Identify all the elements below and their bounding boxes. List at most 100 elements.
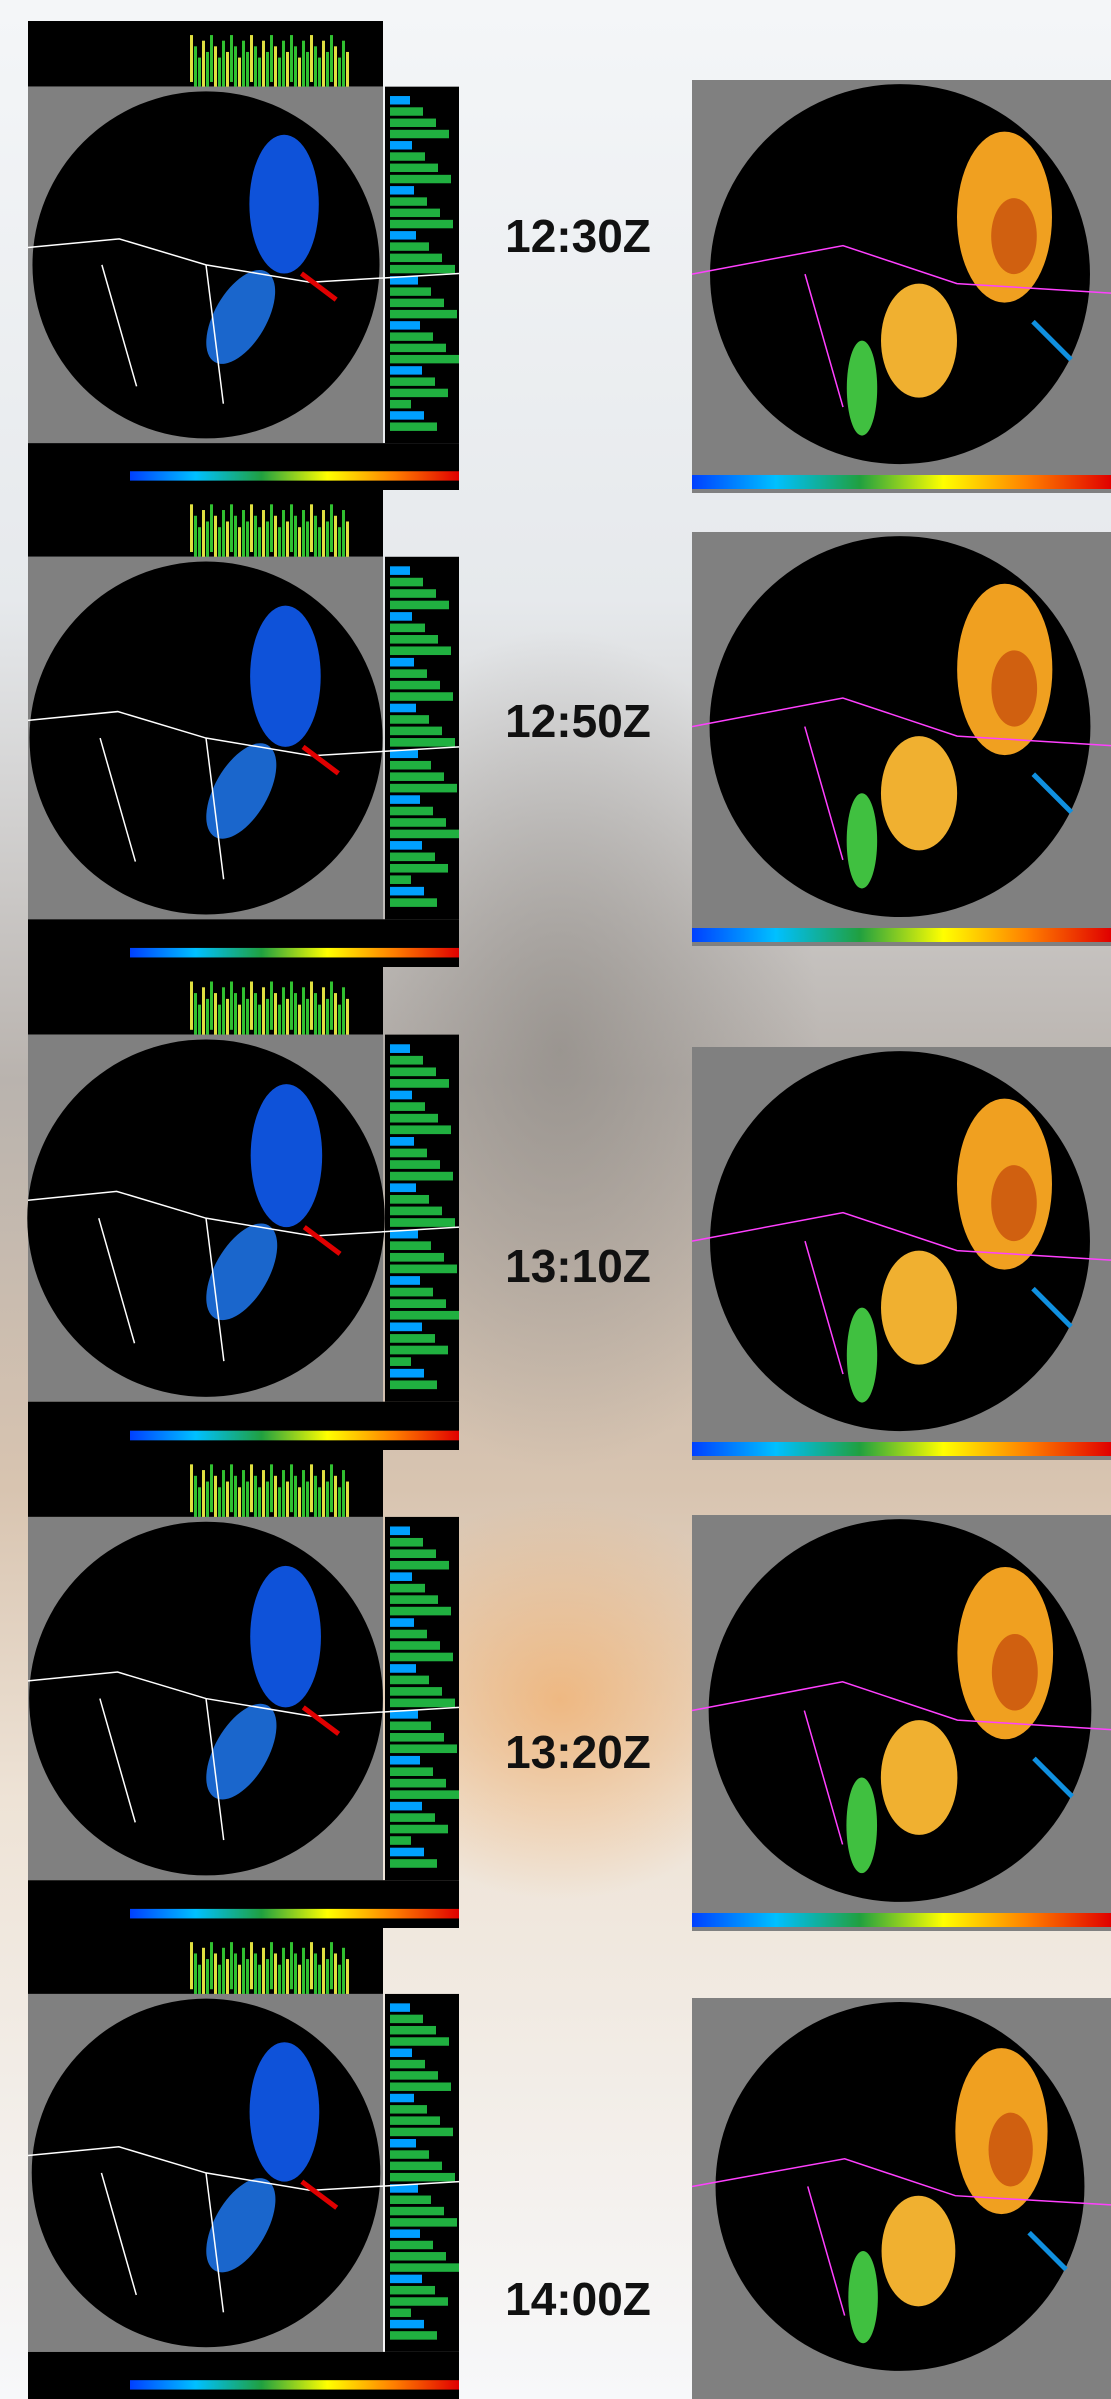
echo: [250, 2042, 320, 2181]
side-bar: [390, 1079, 449, 1088]
echo: [991, 650, 1037, 726]
side-bar: [390, 1346, 448, 1355]
profile-bar: [250, 1464, 253, 1512]
profile-bar: [330, 504, 333, 552]
profile-bar: [230, 1464, 233, 1512]
profile-bar: [314, 993, 317, 1041]
side-bar: [390, 1676, 429, 1685]
side-bar: [390, 853, 435, 862]
profile-bar: [210, 981, 213, 1029]
side-bar: [390, 96, 410, 104]
profile-bar: [214, 993, 217, 1041]
profile-bar: [210, 35, 213, 82]
side-bar: [390, 1538, 423, 1547]
side-bar: [390, 411, 424, 419]
side-bar: [390, 1526, 410, 1535]
profile-bar: [190, 981, 193, 1029]
echo: [881, 736, 957, 850]
profile-bar: [210, 504, 213, 552]
profile-bar: [310, 35, 313, 82]
echo: [991, 1165, 1037, 1241]
side-bar: [390, 321, 420, 329]
side-bar: [390, 1584, 425, 1593]
side-bar: [390, 669, 427, 678]
profile-bar: [250, 504, 253, 552]
echo: [251, 1084, 322, 1227]
side-bar: [390, 1836, 411, 1845]
side-bar: [390, 1664, 416, 1673]
side-bar: [390, 635, 438, 644]
side-bar: [390, 1641, 440, 1650]
side-bar: [390, 1288, 433, 1297]
profile-bar: [222, 987, 225, 1035]
side-bar: [390, 164, 438, 172]
side-bar: [390, 141, 412, 149]
side-bar: [390, 1595, 438, 1604]
side-bar: [390, 1825, 448, 1834]
side-bar: [390, 1699, 455, 1708]
profile-bar: [222, 41, 225, 88]
profile-bar: [322, 1470, 325, 1518]
color-scale: [692, 475, 1111, 489]
side-bar: [390, 1125, 451, 1134]
side-bar: [390, 332, 433, 340]
profile-bar: [234, 993, 237, 1041]
profile-bar: [194, 993, 197, 1041]
profile-bar: [222, 1470, 225, 1518]
profile-bar: [190, 504, 193, 552]
echo: [847, 793, 877, 888]
time-label: 14:00Z: [505, 2273, 651, 2325]
side-bar: [390, 1334, 435, 1343]
side-bar: [390, 1311, 459, 1320]
side-bar: [390, 864, 448, 873]
profile-bar: [262, 1948, 265, 1995]
echo: [881, 1251, 957, 1365]
time-label: 12:30Z: [505, 210, 651, 262]
profile-bar: [342, 1948, 345, 1995]
time-label: 13:20Z: [505, 1726, 651, 1778]
profile-bar: [230, 1942, 233, 1989]
profile-bar: [330, 35, 333, 82]
profile-bar: [334, 46, 337, 93]
profile-bar: [190, 1942, 193, 1989]
side-bar: [390, 692, 453, 701]
bottom-strip: [28, 443, 459, 490]
profile-bar: [190, 35, 193, 82]
side-bar: [390, 589, 436, 598]
side-bar: [390, 1265, 457, 1274]
side-bar: [390, 2309, 411, 2317]
profile-bar: [222, 510, 225, 558]
side-bar: [390, 310, 457, 318]
profile-bar: [282, 1470, 285, 1518]
side-bar: [390, 186, 414, 194]
side-bar: [390, 2049, 412, 2057]
profile-bar: [202, 1470, 205, 1518]
side-bar: [390, 389, 448, 397]
side-bar: [390, 1848, 424, 1857]
color-scale: [130, 1431, 459, 1441]
echo: [847, 1308, 877, 1403]
side-bar: [390, 1253, 444, 1262]
side-bar: [390, 1767, 433, 1776]
profile-bar: [210, 1942, 213, 1989]
side-bar: [390, 130, 449, 138]
side-bar: [390, 830, 459, 839]
side-bar: [390, 1322, 422, 1331]
side-bar: [390, 2196, 431, 2204]
side-bar: [390, 1561, 449, 1570]
side-bar: [390, 254, 442, 262]
profile-bar: [214, 516, 217, 564]
side-bar: [390, 818, 446, 827]
profile-bar: [322, 41, 325, 88]
side-bar: [390, 2229, 420, 2237]
color-scale: [130, 2380, 459, 2389]
side-bar: [390, 1802, 422, 1811]
side-bar: [390, 578, 423, 587]
profile-bar: [230, 981, 233, 1029]
profile-bar: [282, 41, 285, 88]
profile-bar: [290, 504, 293, 552]
echo: [881, 1720, 958, 1835]
profile-bar: [282, 510, 285, 558]
profile-bar: [250, 35, 253, 82]
side-bar: [390, 265, 455, 273]
